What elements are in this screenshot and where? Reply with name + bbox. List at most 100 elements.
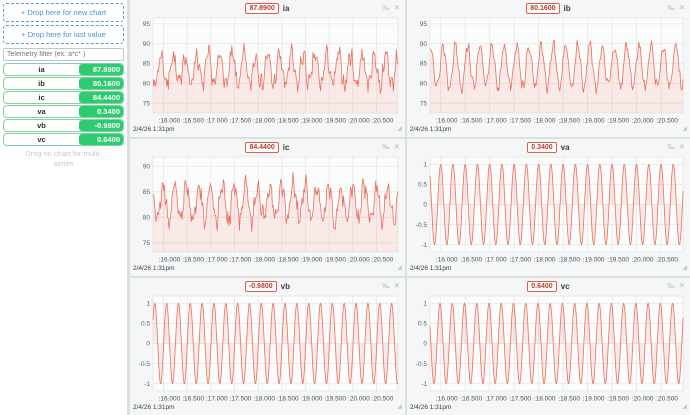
svg-text:75: 75 (420, 100, 428, 107)
resize-handle[interactable]: ◢ (682, 404, 687, 410)
sparkline-icon[interactable]: ‰ (667, 3, 675, 12)
chart-footer: 2/4/26 1:31pm ◢ (130, 404, 405, 415)
telemetry-name: ib (38, 79, 45, 88)
svg-text::19.500: :19.500 (607, 118, 629, 125)
svg-text:-0.5: -0.5 (416, 222, 428, 229)
svg-text::18.000: :18.000 (534, 396, 556, 403)
resize-handle[interactable]: ◢ (397, 265, 402, 271)
chart-header-icons: ‰ ✕ (382, 3, 400, 12)
chart-panel-va: 0.3400 va ‰ ✕ -1 -0.5 0 0.5 1:16.000:16.500:… (406, 139, 690, 276)
svg-text::17.500: :17.500 (230, 118, 252, 125)
chart-footer: 2/4/26 1:31pm ◢ (407, 404, 690, 415)
sparkline-icon[interactable]: ‰ (382, 142, 390, 151)
svg-text::16.000: :16.000 (436, 118, 458, 125)
svg-text::16.500: :16.500 (460, 257, 482, 264)
close-icon[interactable]: ✕ (393, 142, 400, 151)
close-icon[interactable]: ✕ (678, 142, 685, 151)
chart-last-value-badge: 0.6400 (527, 280, 557, 292)
resize-handle[interactable]: ◢ (397, 126, 402, 132)
svg-text::18.500: :18.500 (277, 396, 299, 403)
svg-text::16.500: :16.500 (460, 118, 482, 125)
sidebar: + Drop here for new chart + Drop here fo… (0, 0, 127, 415)
chart-header: 0.3400 va ‰ ✕ (407, 141, 690, 153)
drop-zone-last-value[interactable]: + Drop here for last value (3, 25, 124, 44)
svg-text::18.000: :18.000 (253, 396, 275, 403)
svg-text:80: 80 (143, 81, 151, 88)
sparkline-icon[interactable]: ‰ (667, 281, 675, 290)
chart-plot[interactable]: 7580859095:16.000:16.500:17.000:17.500:1… (130, 14, 405, 126)
telemetry-name: ia (38, 65, 45, 74)
svg-text::19.000: :19.000 (583, 396, 605, 403)
chart-last-value-badge: 80.1600 (526, 2, 560, 14)
telemetry-item-vb[interactable]: vb -0.9800 (3, 119, 124, 132)
svg-text::17.500: :17.500 (509, 118, 531, 125)
chart-header-icons: ‰ ✕ (667, 281, 685, 290)
chart-title: ib (563, 3, 571, 13)
svg-text::17.500: :17.500 (509, 257, 531, 264)
chart-plot[interactable]: -1 -0.5 0 0.5 1:16.000:16.500:17.000:17.500:… (130, 292, 405, 404)
svg-text::16.000: :16.000 (159, 396, 181, 403)
chart-title: ic (282, 142, 290, 152)
telemetry-value-badge: 87.8900 (79, 64, 123, 75)
telemetry-item-va[interactable]: va 0.3400 (3, 105, 124, 118)
close-icon[interactable]: ✕ (678, 3, 685, 12)
telemetry-item-ib[interactable]: ib 80.1600 (3, 77, 124, 90)
resize-handle[interactable]: ◢ (397, 404, 402, 410)
chart-plot[interactable]: -1 -0.5 0 0.5 1:16.000:16.500:17.000:17.500:… (407, 292, 690, 404)
chart-plot[interactable]: 75808590:16.000:16.500:17.000:17.500:18.… (130, 153, 405, 265)
chart-title: va (560, 142, 570, 152)
svg-text::18.000: :18.000 (253, 118, 275, 125)
svg-text:-1: -1 (421, 381, 427, 388)
sparkline-icon[interactable]: ‰ (382, 3, 390, 12)
telemetry-item-vc[interactable]: vc 0.6400 (3, 133, 124, 146)
chart-timestamp: 2/4/26 1:31pm (409, 265, 452, 272)
svg-text::20.000: :20.000 (632, 396, 654, 403)
chart-plot[interactable]: 7580859095:16.000:16.500:17.000:17.500:1… (407, 14, 690, 126)
chart-last-value-badge: -0.9800 (244, 280, 277, 292)
svg-text:85: 85 (143, 61, 151, 68)
chart-panel-ib: 80.1600 ib ‰ ✕ 75 80 85 90 95:16.000:16.500:… (406, 0, 690, 137)
chart-timestamp: 2/4/26 1:31pm (133, 265, 175, 272)
chart-footer: 2/4/26 1:31pm ◢ (407, 126, 690, 137)
close-icon[interactable]: ✕ (393, 3, 400, 12)
telemetry-name: vc (37, 135, 46, 144)
chart-last-value-badge: 84.4400 (245, 141, 279, 153)
svg-text::16.500: :16.500 (460, 396, 482, 403)
chart-plot[interactable]: -1 -0.5 0 0.5 1:16.000:16.500:17.000:17.500:… (407, 153, 690, 265)
telemetry-value-badge: -0.9800 (79, 120, 123, 131)
resize-handle[interactable]: ◢ (682, 126, 687, 132)
sparkline-icon[interactable]: ‰ (667, 142, 675, 151)
svg-text:0.5: 0.5 (141, 321, 150, 328)
svg-text:0: 0 (146, 341, 150, 348)
svg-text::18.500: :18.500 (558, 118, 580, 125)
drop-zone-new-chart[interactable]: + Drop here for new chart (3, 3, 124, 22)
telemetry-item-ic[interactable]: ic 84.4400 (3, 91, 124, 104)
svg-text:85: 85 (143, 189, 151, 196)
svg-text::16.500: :16.500 (182, 396, 204, 403)
close-icon[interactable]: ✕ (393, 281, 400, 290)
chart-panel-vb: -0.9800 vb ‰ ✕ -1 -0.5 0 0.5 1:16.000:16.500… (130, 278, 405, 415)
svg-text::19.000: :19.000 (583, 118, 605, 125)
svg-text::19.000: :19.000 (301, 257, 323, 264)
telemetry-item-ia[interactable]: ia 87.8900 (3, 63, 124, 76)
svg-text::16.000: :16.000 (436, 257, 458, 264)
chart-timestamp: 2/4/26 1:31pm (409, 126, 452, 133)
svg-text::16.000: :16.000 (436, 396, 458, 403)
svg-text::19.500: :19.500 (607, 257, 629, 264)
sparkline-icon[interactable]: ‰ (382, 281, 390, 290)
telemetry-name: vb (37, 121, 46, 130)
svg-text::17.000: :17.000 (206, 118, 228, 125)
svg-text::19.500: :19.500 (324, 257, 346, 264)
svg-text:95: 95 (143, 21, 151, 28)
svg-text:1: 1 (423, 161, 427, 168)
close-icon[interactable]: ✕ (678, 281, 685, 290)
svg-text::19.500: :19.500 (324, 118, 346, 125)
chart-title: ia (282, 3, 290, 13)
svg-text::17.500: :17.500 (509, 396, 531, 403)
telemetry-filter-input[interactable] (3, 48, 124, 61)
svg-text::17.000: :17.000 (485, 118, 507, 125)
svg-text::16.000: :16.000 (159, 257, 181, 264)
svg-text::20.000: :20.000 (348, 118, 370, 125)
resize-handle[interactable]: ◢ (682, 265, 687, 271)
chart-header-icons: ‰ ✕ (382, 142, 400, 151)
